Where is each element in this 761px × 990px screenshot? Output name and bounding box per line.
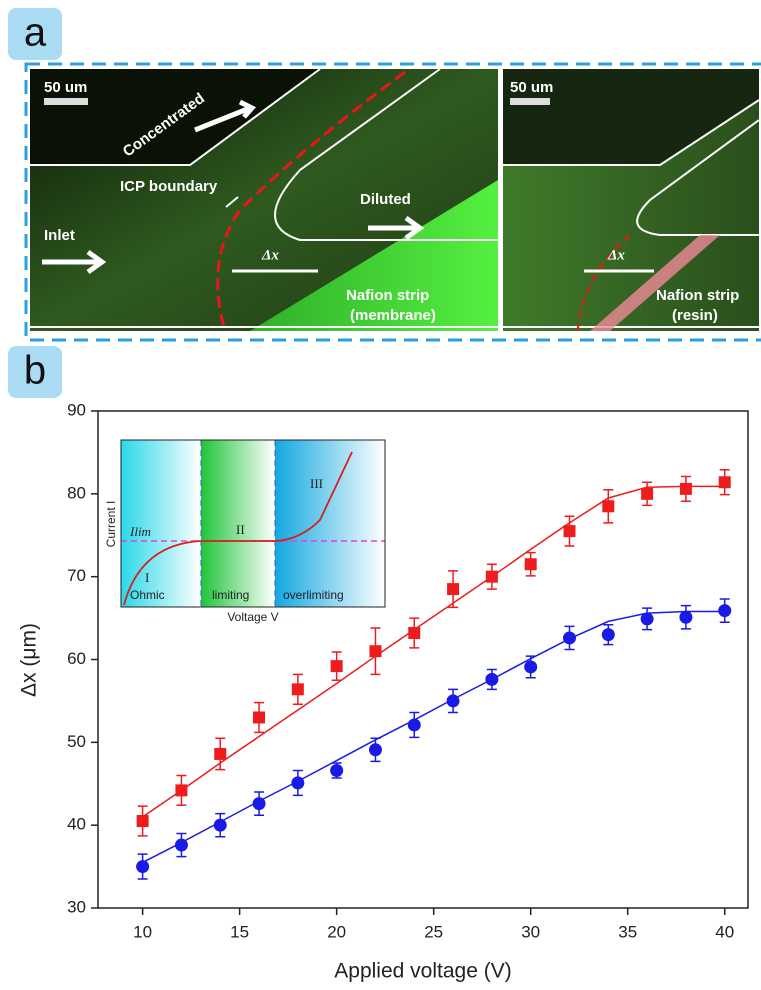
inset-annotation: I [145, 570, 149, 585]
marker [447, 583, 459, 595]
panel-label: a [24, 11, 47, 55]
marker [563, 631, 576, 644]
marker [137, 815, 149, 827]
marker [525, 558, 537, 570]
marker [719, 476, 731, 488]
marker [369, 743, 382, 756]
annotation: Δx [261, 247, 279, 263]
annotation: Nafion strip [346, 287, 429, 304]
x-tick-label: 40 [715, 922, 734, 941]
marker [641, 488, 653, 500]
figure: a 50 um Concentrated ICP boundary Dilute… [0, 0, 761, 990]
y-tick-label: 90 [67, 400, 86, 419]
annotation: Nafion strip [656, 287, 739, 304]
marker [292, 683, 304, 695]
x-tick-label: 35 [618, 922, 637, 941]
x-tick-label: 20 [327, 922, 346, 941]
inset-annotation: overlimiting [283, 588, 344, 602]
marker [291, 776, 304, 789]
y-tick-label: 50 [67, 732, 86, 751]
inset [121, 440, 385, 607]
scale-bar-label: 50 um [510, 79, 553, 96]
inset-annotation: Ilim [129, 524, 151, 539]
marker [718, 604, 731, 617]
marker [175, 839, 188, 852]
inset-y-label: Current I [104, 501, 118, 548]
inset-annotation: II [236, 522, 245, 537]
marker [679, 611, 692, 624]
marker [408, 627, 420, 639]
inset-annotation: III [310, 476, 323, 491]
marker [602, 500, 614, 512]
marker [136, 860, 149, 873]
annotation: (resin) [672, 307, 718, 324]
y-tick-label: 40 [67, 815, 86, 834]
annotation: Inlet [44, 227, 75, 244]
inset-annotation: Ohmic [130, 588, 165, 602]
annotation: (membrane) [350, 307, 436, 324]
inset-annotation: limiting [212, 588, 249, 602]
panel-label: b [24, 349, 46, 393]
annotation: Diluted [360, 191, 411, 208]
marker [253, 797, 266, 810]
marker [486, 571, 498, 583]
inset-x-label: Voltage V [227, 610, 278, 624]
marker [524, 660, 537, 673]
y-tick-label: 80 [67, 483, 86, 502]
marker [175, 784, 187, 796]
marker [253, 711, 265, 723]
marker [447, 694, 460, 707]
annotation: ICP boundary [120, 178, 218, 195]
x-tick-label: 30 [521, 922, 540, 941]
y-tick-label: 60 [67, 649, 86, 668]
y-axis-label: Δx (μm) [18, 623, 41, 697]
x-axis-label: Applied voltage (V) [334, 960, 511, 983]
x-tick-label: 10 [133, 922, 152, 941]
annotation: Δx [607, 247, 625, 263]
scale-bar-label: 50 um [44, 79, 87, 96]
x-tick-label: 25 [424, 922, 443, 941]
marker [641, 612, 654, 625]
marker [369, 645, 381, 657]
y-tick-label: 70 [67, 566, 86, 585]
fit-line [143, 611, 725, 862]
marker [602, 628, 615, 641]
marker [214, 748, 226, 760]
marker [680, 483, 692, 495]
marker [563, 525, 575, 537]
marker [214, 819, 227, 832]
marker [331, 660, 343, 672]
y-tick-label: 30 [67, 897, 86, 916]
marker [330, 764, 343, 777]
marker [485, 673, 498, 686]
x-tick-label: 15 [230, 922, 249, 941]
marker [408, 718, 421, 731]
